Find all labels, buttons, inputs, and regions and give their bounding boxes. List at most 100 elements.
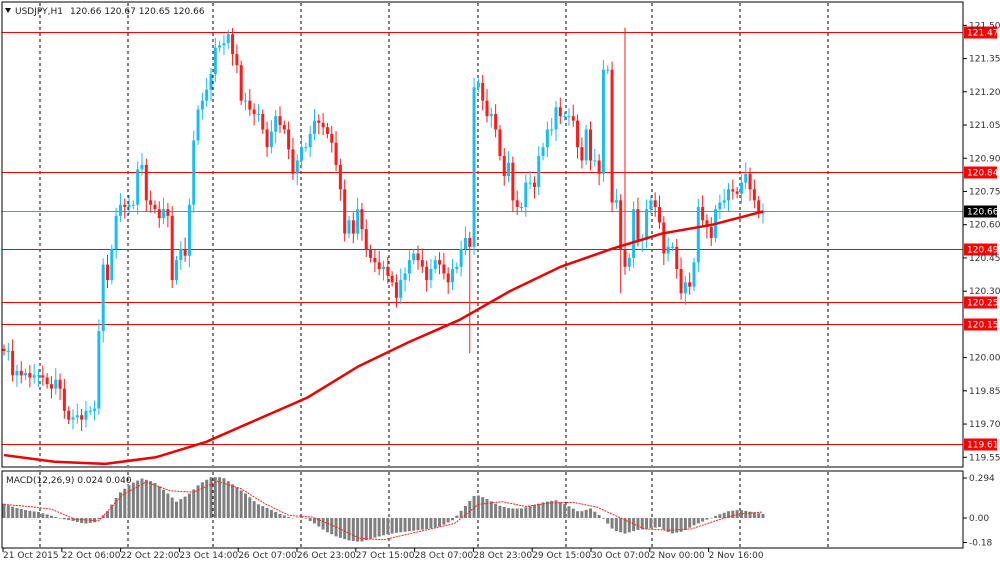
macd-histogram-bar xyxy=(662,518,666,530)
candle xyxy=(485,89,489,123)
candle xyxy=(619,194,623,294)
candle xyxy=(45,373,49,389)
macd-histogram-bar xyxy=(330,518,334,535)
candle-body xyxy=(196,109,200,141)
macd-histogram-bar xyxy=(528,506,532,518)
triangle-down-icon[interactable] xyxy=(5,8,11,13)
macd-histogram-bar xyxy=(84,518,88,524)
macd-histogram-bar xyxy=(170,497,174,518)
candle xyxy=(683,276,687,305)
candle-body xyxy=(619,200,623,250)
candle-body xyxy=(554,107,558,130)
candle-body xyxy=(489,113,493,117)
candle-body xyxy=(731,189,735,192)
candle-body xyxy=(679,269,683,294)
x-tick-label: 2 Nov 16:00 xyxy=(709,551,764,561)
y-tick-label: 119.55 xyxy=(969,453,1000,463)
x-tick-label: 26 Oct 07:00 xyxy=(238,551,297,561)
candle-body xyxy=(351,220,355,234)
macd-histogram-bar xyxy=(722,512,726,518)
candle xyxy=(144,158,148,212)
candle-body xyxy=(334,142,338,165)
candle-body xyxy=(399,280,403,298)
macd-histogram-bar xyxy=(179,499,183,518)
macd-histogram-bar xyxy=(209,477,213,518)
macd-histogram-bar xyxy=(282,515,286,518)
candle xyxy=(347,215,351,238)
candle-body xyxy=(300,147,304,161)
candle xyxy=(662,216,666,266)
candle xyxy=(576,114,580,159)
candle xyxy=(718,194,722,219)
candle-body xyxy=(623,249,627,267)
candle-body xyxy=(442,264,446,274)
macd-histogram-bar xyxy=(278,513,282,518)
macd-histogram-bar xyxy=(571,508,575,518)
macd-histogram-bar xyxy=(394,518,398,533)
candle xyxy=(580,137,584,169)
macd-panel xyxy=(2,477,765,542)
candle xyxy=(127,195,131,215)
candle-body xyxy=(11,350,15,376)
candle-body xyxy=(541,147,545,157)
candle xyxy=(15,364,19,387)
candle xyxy=(62,378,66,419)
candle xyxy=(438,252,442,275)
macd-histogram-bar xyxy=(123,488,127,518)
candle-body xyxy=(683,282,687,294)
candle-body xyxy=(67,410,71,420)
candle-body xyxy=(265,129,269,148)
candle xyxy=(192,130,196,213)
macd-histogram-bar xyxy=(213,477,217,518)
candle-body xyxy=(239,65,243,101)
price-level-tag xyxy=(964,438,997,451)
macd-histogram-bar xyxy=(256,504,260,518)
candle-body xyxy=(24,373,28,376)
y-tick-label: 120.60 xyxy=(969,221,1000,231)
candle xyxy=(41,365,45,386)
candle xyxy=(11,339,15,382)
candle-body xyxy=(610,69,614,203)
candle-body xyxy=(127,204,131,207)
candle xyxy=(442,253,446,280)
candle xyxy=(563,111,567,121)
candle xyxy=(330,125,334,153)
candle xyxy=(403,267,407,292)
candle-body xyxy=(675,246,679,270)
candle xyxy=(494,104,498,138)
candle xyxy=(364,219,368,258)
candle xyxy=(291,137,295,180)
candle xyxy=(101,258,105,343)
candle-body xyxy=(187,204,191,256)
candle xyxy=(498,125,502,161)
macd-histogram-bar xyxy=(97,518,101,520)
horizontal-levels[interactable]: 121.47 120.84 120.49 120.25 120.15 119.61 120.… xyxy=(2,26,999,451)
candle xyxy=(675,238,679,279)
candle-body xyxy=(28,373,32,378)
candle-body xyxy=(123,204,127,207)
y-tick-label: 119.85 xyxy=(969,387,1000,397)
candle-body xyxy=(235,54,239,66)
macd-histogram-bar xyxy=(274,511,278,518)
candle xyxy=(6,342,10,361)
candle xyxy=(338,158,342,201)
candle xyxy=(136,161,140,215)
macd-histogram-bar xyxy=(200,482,204,518)
macd-histogram-bar xyxy=(261,506,265,518)
candle xyxy=(222,35,226,56)
macd-histogram-bar xyxy=(80,518,84,524)
candle xyxy=(278,106,282,134)
candle-body xyxy=(498,129,502,157)
macd-histogram-bar xyxy=(425,518,429,530)
candle xyxy=(679,257,683,300)
candle-body xyxy=(580,147,584,161)
macd-histogram-bar xyxy=(93,518,97,523)
macd-histogram-bar xyxy=(162,489,166,518)
macd-histogram-bar xyxy=(6,505,10,518)
candle-body xyxy=(32,375,36,378)
main-frame xyxy=(1,1,964,468)
candle-body xyxy=(601,69,605,174)
candle-body xyxy=(584,129,588,161)
candle xyxy=(369,244,373,263)
